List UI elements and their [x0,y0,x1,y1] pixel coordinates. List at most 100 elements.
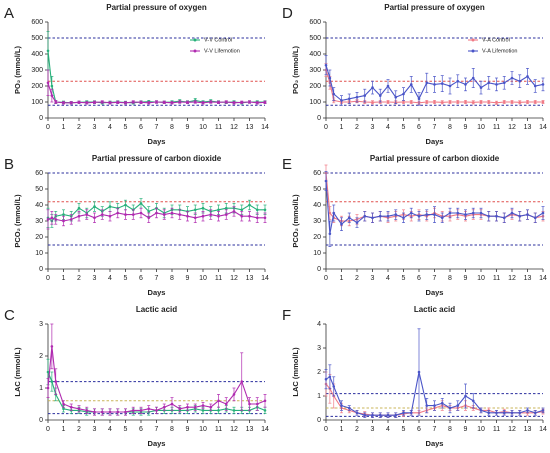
data-point [533,84,537,88]
y-tick-label: 0 [39,266,43,273]
data-point [201,206,205,210]
y-tick-label: 0 [317,266,321,273]
x-tick-label: 9 [464,275,468,282]
data-point [386,413,390,417]
panel-letter: F [282,307,291,324]
data-point [518,101,522,104]
panel: B Partial pressure of carbon dioxide Days P… [4,154,269,297]
x-tick-label: 6 [139,124,143,131]
x-tick-label: 8 [448,124,452,131]
x-tick-label: 10 [477,124,485,131]
y-tick-label: 40 [313,202,321,209]
x-tick-label: 6 [139,426,143,433]
data-point [193,208,197,212]
x-tick-label: 2 [355,426,359,433]
data-point [471,399,475,403]
x-tick-label: 4 [108,426,112,433]
data-point [62,402,65,406]
data-point [402,216,405,220]
data-point [363,413,367,417]
x-tick-label: 6 [417,426,421,433]
x-axis-label: Days [426,439,444,448]
panel-letter: D [282,5,293,22]
data-point [541,83,545,86]
y-tick-label: 200 [309,83,321,90]
data-point [201,409,205,412]
data-point [116,211,120,215]
data-point [533,100,537,104]
x-tick-label: 5 [124,426,128,433]
data-point [340,99,343,102]
data-point [263,216,267,220]
data-point [248,100,251,104]
y-axis-label: LAC (mmol/L) [13,347,22,397]
x-tick-label: 3 [371,426,375,433]
data-point [232,409,236,412]
data-point [93,101,96,104]
data-point [328,76,332,80]
panel: D Partial pressure of oxygen Days PO₂ (mmol… [282,3,547,146]
y-tick-label: 300 [31,67,43,74]
data-point [332,92,336,96]
x-tick-label: 10 [199,426,207,433]
data-point [332,211,336,215]
data-point [464,394,467,398]
data-point [518,79,522,83]
data-point [50,84,54,88]
data-point [409,83,413,86]
y-tick-label: 3 [39,321,43,328]
data-point [471,211,475,215]
x-tick-label: 7 [155,275,159,282]
data-point [155,100,158,104]
data-point [433,213,436,216]
x-axis-label: Days [148,288,166,297]
data-point [425,100,429,104]
y-tick-label: 500 [31,35,43,42]
data-point [518,411,522,415]
data-point [85,101,89,105]
x-tick-label: 5 [402,275,406,282]
data-point [328,232,332,236]
data-point [186,101,189,104]
data-point [371,413,374,417]
data-point [217,101,220,104]
y-tick-label: 600 [309,19,321,26]
x-tick-label: 9 [464,124,468,131]
y-tick-label: 4 [317,321,321,328]
data-point [394,413,398,417]
x-tick-label: 0 [46,426,50,433]
legend-label: V-V Control [204,37,232,43]
y-tick-label: 20 [35,234,43,241]
x-tick-label: 0 [46,275,50,282]
y-axis-label: LAC (mmol/L) [291,347,300,397]
data-point [479,86,483,89]
data-point [340,404,343,407]
data-point [248,402,251,406]
data-point [510,211,514,215]
data-point [471,101,475,104]
data-point [178,213,182,216]
x-tick-label: 7 [433,275,437,282]
series-line [47,82,266,104]
series-line [47,371,266,413]
x-tick-label: 13 [524,124,532,131]
data-point [394,95,398,99]
data-point [402,411,405,415]
data-point [324,377,328,381]
legend-label: V-A Control [482,37,510,43]
x-tick-label: 9 [186,275,190,282]
data-point [479,409,483,412]
x-tick-label: 14 [261,426,269,433]
data-point [193,405,197,409]
data-point [471,76,475,80]
data-point [186,405,189,409]
data-point [464,83,467,86]
data-point [209,405,213,409]
x-tick-label: 9 [464,426,468,433]
data-point [108,214,112,218]
y-tick-label: 0 [317,115,321,122]
series-line [47,346,266,413]
x-tick-label: 0 [324,124,328,131]
y-tick-label: 600 [31,19,43,26]
data-point [518,214,522,218]
